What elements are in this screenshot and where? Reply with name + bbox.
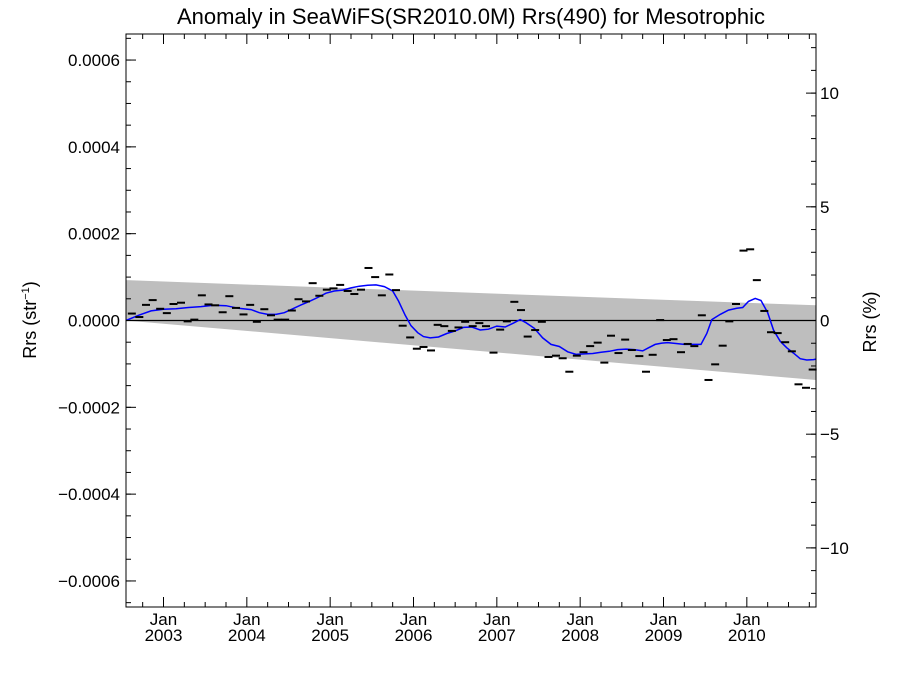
y-axis-label-main: Rrs (str [20, 300, 40, 359]
monthly-anomaly-markers [127, 248, 817, 389]
x-tick-label-year: 2006 [395, 626, 433, 645]
x-tick-label-month: Jan [150, 610, 177, 629]
smoothed-anomaly-series [125, 284, 817, 361]
y2-tick-label: 10 [820, 84, 839, 103]
y-tick-label: −0.0002 [58, 398, 120, 417]
x-tick-label-year: 2010 [728, 626, 766, 645]
x-axis: Jan2003Jan2004Jan2005Jan2006Jan2007Jan20… [142, 34, 810, 645]
x-tick-label-month: Jan [483, 610, 510, 629]
x-tick-label-month: Jan [733, 610, 760, 629]
x-tick-label-month: Jan [650, 610, 677, 629]
y-tick-label: 0.0004 [68, 138, 120, 157]
x-tick-label-year: 2007 [478, 626, 516, 645]
y-tick-label: −0.0006 [58, 572, 120, 591]
right-y-axis: 10 5 0 −5 −10 [806, 47, 849, 594]
x-tick-label-year: 2005 [311, 626, 349, 645]
y2-tick-label: −5 [820, 425, 839, 444]
y-axis-label: Rrs (str−1) [20, 281, 40, 359]
y2-tick-label: −10 [820, 539, 849, 558]
y-tick-label: 0.0006 [68, 51, 120, 70]
x-tick-label-month: Jan [316, 610, 343, 629]
y-tick-label: 0.0000 [68, 312, 120, 331]
chart-title: Anomaly in SeaWiFS(SR2010.0M) Rrs(490) f… [177, 4, 765, 29]
smoothed-line [125, 284, 817, 361]
right-y-axis-label: Rrs (%) [860, 292, 880, 353]
y-tick-label: −0.0004 [58, 485, 120, 504]
confidence-band [126, 280, 816, 380]
y-tick-label: 0.0002 [68, 225, 120, 244]
x-tick-label-year: 2003 [145, 626, 183, 645]
x-tick-label-year: 2008 [561, 626, 599, 645]
y-axis-label-superscript: −1 [20, 287, 32, 300]
x-tick-label-month: Jan [400, 610, 427, 629]
y2-tick-label: 5 [820, 198, 829, 217]
left-y-axis: 0.0006 0.0004 0.0002 0.0000 −0.0002 −0.0004 −0… [58, 37, 136, 604]
x-tick-label-year: 2004 [228, 626, 266, 645]
x-tick-label-month: Jan [566, 610, 593, 629]
y-axis-label-close: ) [20, 281, 40, 287]
x-tick-label-year: 2009 [645, 626, 683, 645]
band-area [126, 280, 816, 380]
y2-tick-label: 0 [820, 312, 829, 331]
x-tick-label-month: Jan [233, 610, 260, 629]
